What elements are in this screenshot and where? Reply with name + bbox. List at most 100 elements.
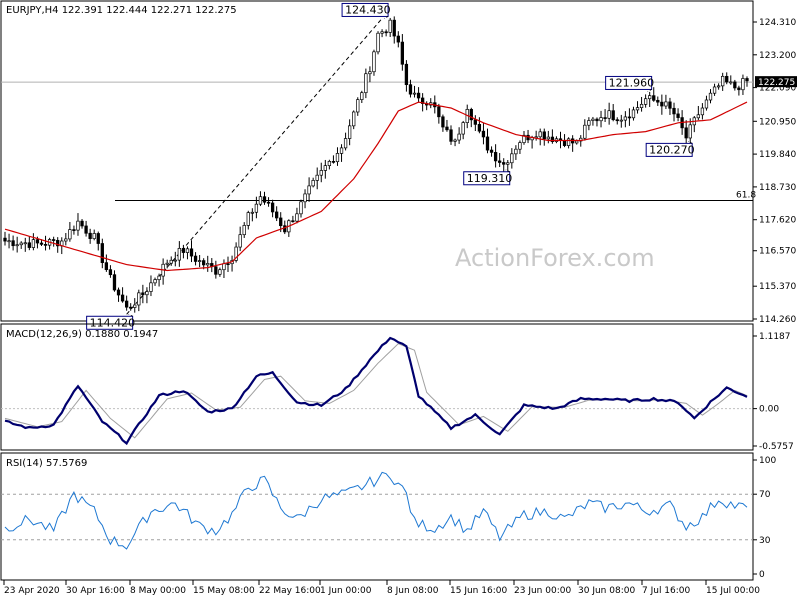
macd-line	[4, 336, 748, 446]
candle-body	[206, 263, 210, 266]
x-tick-label: 22 May 16:00	[259, 586, 321, 596]
candle-body	[226, 263, 230, 266]
price-annotation: 119.310	[463, 169, 513, 186]
x-tick-label: 30 Apr 16:00	[66, 586, 125, 596]
candle-body	[392, 19, 396, 37]
candle-body	[295, 213, 299, 222]
candle-body	[396, 35, 400, 43]
candle-body	[514, 148, 518, 155]
price-tick-label: 119.840	[759, 150, 796, 160]
candle-body	[242, 225, 246, 236]
price-tick-label: 124.310	[759, 18, 796, 28]
candle-body	[595, 118, 599, 122]
rsi-y-axis: 100 70 30 0	[753, 456, 776, 580]
candle-body	[347, 125, 352, 139]
rsi-tick-label: 0	[759, 570, 765, 580]
moving-average-line	[4, 101, 748, 272]
price-tick-label: 115.370	[759, 282, 796, 292]
candle-body	[145, 291, 149, 296]
rsi-tick-label: 30	[759, 536, 771, 546]
candle-body	[92, 233, 96, 239]
candle-body	[676, 113, 680, 118]
price-annotation-label: 119.310	[467, 172, 513, 185]
candle-body	[193, 255, 198, 262]
candle-body	[737, 87, 741, 91]
candle-body	[441, 116, 445, 128]
price-panel-title: EURJPY,H4 122.391 122.444 122.271 122.27…	[6, 5, 237, 16]
candle-body	[181, 248, 186, 253]
price-tick-label: 117.620	[759, 216, 796, 226]
candle-body	[214, 266, 218, 275]
candle-body	[599, 117, 603, 122]
candle-body	[270, 202, 275, 213]
candle-body	[15, 244, 19, 247]
candle-body	[299, 201, 303, 215]
candle-body	[202, 260, 206, 266]
candle-body	[133, 304, 137, 308]
candle-body	[639, 103, 644, 108]
candle-body	[283, 225, 287, 233]
candle-body	[668, 101, 672, 109]
price-tick-label: 114.260	[759, 315, 796, 325]
price-tick-label: 116.570	[759, 247, 796, 257]
candle-body	[376, 32, 380, 53]
candle-body	[335, 153, 340, 163]
candle-body	[712, 86, 717, 94]
candle-body	[331, 161, 336, 163]
candle-body	[250, 211, 254, 214]
candle-body	[700, 107, 705, 116]
x-tick-label: 7 Jul 16:00	[642, 586, 691, 596]
x-tick-label: 15 Jul 00:00	[706, 586, 760, 596]
candle-body	[485, 136, 490, 151]
candle-body	[566, 138, 571, 146]
candle-body	[506, 162, 510, 165]
candle-body	[635, 107, 640, 111]
candle-body	[607, 110, 611, 119]
candle-body	[315, 174, 319, 181]
candle-body	[538, 131, 542, 138]
price-annotations: 124.430 114.420 119.310 121.960 120.270	[86, 2, 695, 330]
candle-body	[416, 92, 421, 99]
candle-body	[587, 120, 591, 126]
candle-body	[43, 244, 48, 246]
candle-body	[388, 19, 392, 33]
candle-body	[360, 92, 364, 100]
candle-body	[449, 129, 453, 142]
x-tick-label: 15 May 08:00	[193, 586, 255, 596]
candle-body	[339, 147, 344, 154]
candle-body	[733, 81, 737, 89]
candle-body	[420, 97, 425, 104]
candle-body	[157, 275, 161, 281]
candle-body	[149, 282, 153, 292]
candle-body	[169, 259, 173, 264]
candle-body	[510, 153, 514, 164]
price-annotation-label: 121.960	[609, 76, 655, 89]
candle-body	[141, 292, 145, 296]
candle-body	[498, 160, 502, 163]
rsi-levels	[1, 493, 753, 541]
price-annotation-label: 124.430	[345, 3, 391, 16]
candle-body	[84, 225, 88, 234]
candle-body	[27, 242, 31, 248]
candle-body	[453, 139, 457, 142]
x-tick-label: 8 May 00:00	[130, 586, 186, 596]
candle-body	[502, 162, 506, 165]
candle-body	[623, 116, 628, 121]
candle-body	[279, 217, 283, 227]
macd-tick-label: 1.1187	[759, 332, 791, 342]
candle-body	[664, 101, 668, 107]
candle-body	[56, 239, 60, 247]
candle-body	[518, 142, 522, 150]
x-axis: 23 Apr 2020 30 Apr 16:00 8 May 00:00 15 May…	[1, 579, 760, 596]
candle-body	[721, 75, 725, 87]
candle-body	[352, 111, 356, 127]
x-tick-label: 8 Jun 08:00	[387, 586, 439, 596]
candle-body	[307, 185, 311, 195]
candle-body	[120, 294, 125, 302]
candle-body	[652, 95, 656, 101]
candle-body	[323, 165, 327, 171]
candle-body	[116, 289, 121, 296]
candle-body	[615, 119, 619, 122]
candle-body	[80, 220, 84, 227]
